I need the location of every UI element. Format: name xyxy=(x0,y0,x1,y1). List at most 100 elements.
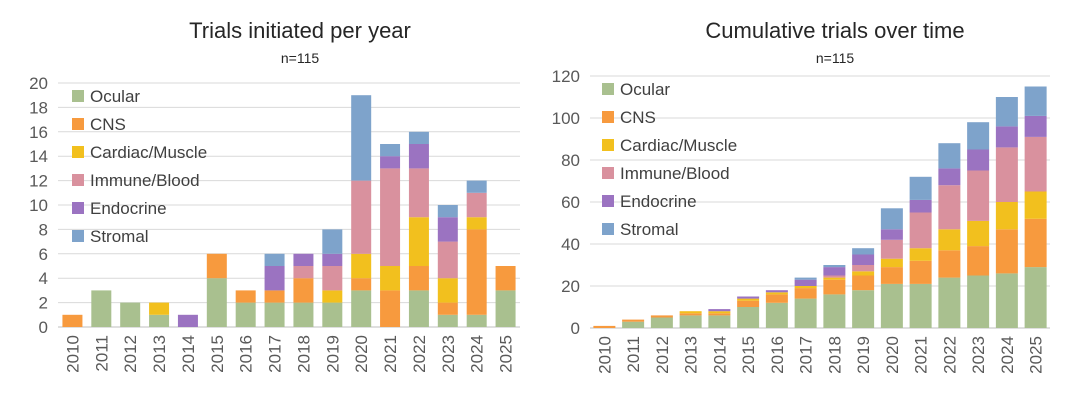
bar-segment-immune-blood-2023 xyxy=(967,170,990,221)
x-tick-label: 2024 xyxy=(468,335,487,373)
bar-segment-cns-2015 xyxy=(737,300,760,307)
bar-segment-cns-2023 xyxy=(437,302,458,315)
legend-label: Stromal xyxy=(90,227,149,246)
bar-segment-stromal-2023 xyxy=(437,205,458,218)
bar-segment-endocrine-2023 xyxy=(437,217,458,242)
y-tick-label: 6 xyxy=(39,245,48,264)
bar-segment-cardiac-muscle-2022 xyxy=(938,229,961,251)
bar-segment-cns-2018 xyxy=(293,278,314,303)
bar-segment-immune-blood-2020 xyxy=(351,180,372,254)
x-tick-label: 2010 xyxy=(63,335,82,373)
bar-segment-stromal-2021 xyxy=(380,144,401,157)
bar-segment-cardiac-muscle-2020 xyxy=(351,253,372,279)
x-tick-label: 2021 xyxy=(912,336,931,374)
bar-segment-cardiac-muscle-2023 xyxy=(437,278,458,303)
bar-segment-ocular-2013 xyxy=(149,314,170,327)
bar-segment-cns-2025 xyxy=(1024,218,1047,268)
bar-segment-endocrine-2017 xyxy=(794,279,817,286)
y-tick-label: 18 xyxy=(29,98,48,117)
bar-segment-endocrine-2014 xyxy=(177,314,198,327)
bar-segment-ocular-2013 xyxy=(679,315,702,328)
bar-segment-immune-blood-2021 xyxy=(909,212,932,249)
y-tick-label: 0 xyxy=(571,319,580,338)
x-tick-label: 2022 xyxy=(940,336,959,374)
y-tick-label: 2 xyxy=(39,294,48,313)
legend-label: Cardiac/Muscle xyxy=(620,136,737,155)
x-tick-label: 2023 xyxy=(439,335,458,373)
bar-segment-cardiac-muscle-2025 xyxy=(1024,191,1047,219)
bar-segment-cns-2011 xyxy=(622,319,645,322)
bar-segment-cardiac-muscle-2024 xyxy=(466,217,487,230)
bar-segment-cardiac-muscle-2020 xyxy=(880,258,903,268)
bar-segment-cns-2010 xyxy=(62,314,83,327)
x-tick-label: 2015 xyxy=(739,336,758,374)
bar-segment-endocrine-2025 xyxy=(1024,115,1047,137)
bar-segment-ocular-2023 xyxy=(437,314,458,327)
legend-swatch xyxy=(72,202,84,214)
bar-segment-cardiac-muscle-2016 xyxy=(765,292,788,295)
bar-segment-stromal-2020 xyxy=(351,95,372,181)
bar-segment-cns-2021 xyxy=(380,290,401,327)
x-tick-label: 2019 xyxy=(854,336,873,374)
bar-segment-immune-blood-2021 xyxy=(380,168,401,266)
bar-segment-stromal-2025 xyxy=(1024,86,1047,116)
bar-segment-stromal-2019 xyxy=(852,248,875,255)
bar-segment-ocular-2017 xyxy=(794,298,817,328)
legend-label: Stromal xyxy=(620,220,679,239)
x-tick-label: 2011 xyxy=(624,336,643,373)
bar-segment-cardiac-muscle-2022 xyxy=(408,217,429,266)
bar-segment-cardiac-muscle-2017 xyxy=(794,286,817,289)
x-tick-label: 2018 xyxy=(294,335,313,373)
legend-swatch xyxy=(602,111,614,123)
legend-swatch xyxy=(602,83,614,95)
bar-segment-immune-blood-2018 xyxy=(293,266,314,279)
bar-segment-endocrine-2024 xyxy=(995,126,1018,148)
bar-segment-stromal-2022 xyxy=(938,143,961,169)
legend-swatch xyxy=(72,118,84,130)
bar-segment-stromal-2024 xyxy=(995,97,1018,127)
bar-segment-ocular-2018 xyxy=(293,302,314,327)
y-tick-label: 14 xyxy=(29,147,48,166)
legend-label: Cardiac/Muscle xyxy=(90,143,207,162)
bar-segment-endocrine-2015 xyxy=(737,296,760,299)
legend-swatch xyxy=(602,195,614,207)
bar-segment-cns-2012 xyxy=(650,315,673,318)
bar-segment-cardiac-muscle-2019 xyxy=(322,290,343,303)
bar-segment-cns-2016 xyxy=(235,290,256,303)
chart-title: Trials initiated per year xyxy=(189,18,411,43)
x-tick-label: 2016 xyxy=(237,335,256,373)
legend-swatch xyxy=(72,146,84,158)
bar-segment-ocular-2020 xyxy=(351,290,372,327)
bar-segment-cns-2020 xyxy=(880,267,903,284)
bar-segment-endocrine-2022 xyxy=(408,144,429,169)
y-tick-label: 16 xyxy=(29,123,48,142)
x-tick-label: 2023 xyxy=(969,336,988,374)
y-tick-label: 0 xyxy=(39,318,48,337)
bar-segment-ocular-2021 xyxy=(909,283,932,328)
x-tick-label: 2025 xyxy=(497,335,516,373)
bar-segment-ocular-2022 xyxy=(408,290,429,327)
legend-label: Endocrine xyxy=(620,192,697,211)
bar-segment-immune-blood-2023 xyxy=(437,241,458,279)
x-tick-label: 2020 xyxy=(352,335,371,373)
bar-segment-cns-2022 xyxy=(938,250,961,278)
x-tick-label: 2012 xyxy=(121,335,140,373)
y-tick-label: 60 xyxy=(561,193,580,212)
x-tick-label: 2014 xyxy=(710,336,729,374)
bar-segment-cardiac-muscle-2013 xyxy=(149,302,170,315)
bar-segment-cardiac-muscle-2021 xyxy=(380,266,401,291)
x-tick-label: 2016 xyxy=(768,336,787,374)
x-tick-label: 2021 xyxy=(381,335,400,373)
bar-segment-cardiac-muscle-2018 xyxy=(823,277,846,280)
x-tick-label: 2020 xyxy=(883,336,902,374)
bar-segment-immune-blood-2025 xyxy=(1024,136,1047,192)
bar-segment-cns-2015 xyxy=(206,253,227,279)
bar-segment-cardiac-muscle-2023 xyxy=(967,220,990,247)
x-tick-label: 2012 xyxy=(653,336,672,374)
y-tick-label: 4 xyxy=(39,269,48,288)
bar-segment-cardiac-muscle-2015 xyxy=(737,298,760,301)
bar-segment-immune-blood-2020 xyxy=(880,239,903,259)
bar-segment-ocular-2023 xyxy=(967,275,990,328)
bar-segment-cns-2024 xyxy=(466,229,487,315)
bar-segment-ocular-2025 xyxy=(1024,267,1047,328)
